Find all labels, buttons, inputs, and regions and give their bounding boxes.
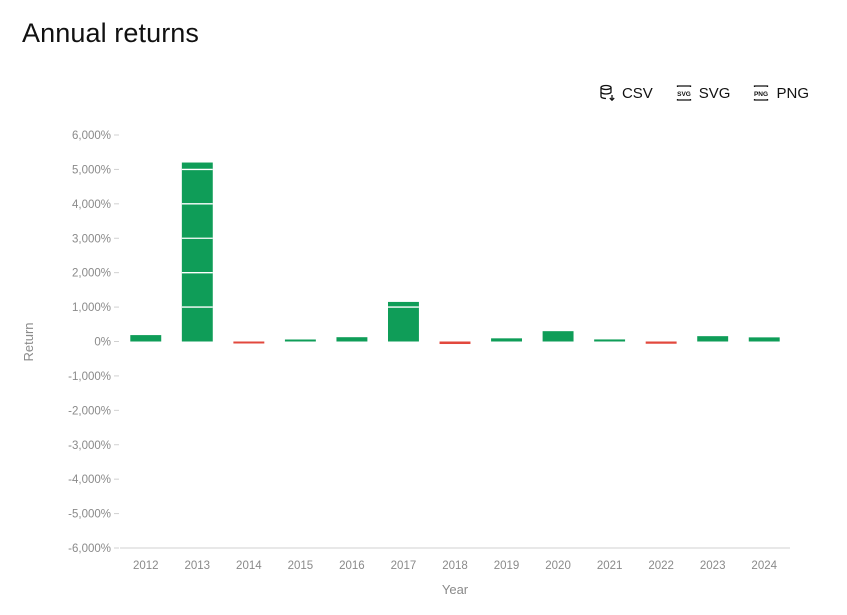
y-tick-label: 5,000% [72,164,111,176]
y-tick-label: 1,000% [72,302,111,314]
y-tick-label: -3,000% [68,440,111,452]
bar-2017 [388,301,419,342]
y-tick-label: -5,000% [68,509,111,521]
x-tick-label: 2024 [751,560,777,572]
x-tick-label: 2021 [597,560,623,572]
x-tick-label: 2017 [391,560,417,572]
x-tick-label: 2013 [185,560,211,572]
y-tick-label: -2,000% [68,405,111,417]
x-tick-label: 2016 [339,560,365,572]
export-csv-button[interactable]: CSV [598,84,653,102]
x-tick-label: 2018 [442,560,468,572]
x-tick-label: 2015 [288,560,314,572]
bar-2015 [284,339,316,342]
png-file-icon: PNG [752,84,770,102]
export-csv-label: CSV [621,84,653,102]
x-tick-label: 2023 [700,560,726,572]
y-tick-label: 4,000% [72,199,111,211]
y-tick-label: -1,000% [68,371,111,383]
bar-2021 [594,339,626,342]
x-tick-label: 2022 [648,560,674,572]
bar-2016 [336,337,368,342]
page-title: Annual returns [22,18,200,48]
bar-2022 [645,341,677,344]
x-tick-label: 2019 [494,560,520,572]
svg-text:SVG: SVG [677,91,691,98]
bar-2013 [181,162,213,342]
svg-text:PNG: PNG [754,91,768,98]
bar-2018 [439,341,471,345]
svg-file-icon: SVG [675,84,693,102]
y-tick-label: -4,000% [68,474,111,486]
y-axis-title: Return [21,322,36,361]
y-tick-label: 0% [94,337,111,349]
bar-2020 [542,331,574,342]
x-axis-title: Year [442,582,469,597]
export-svg-button[interactable]: SVG SVG [675,84,731,102]
export-toolbar: CSV SVG SVG PNG PNG [598,84,809,102]
x-tick-label: 2012 [133,560,159,572]
bar-2019 [491,338,522,342]
y-tick-label: 2,000% [72,268,111,280]
x-tick-label: 2020 [545,560,571,572]
x-tick-label: 2014 [236,560,262,572]
bar-2012 [130,335,162,342]
y-tick-label: 3,000% [72,233,111,245]
bar-2024 [748,337,780,342]
export-svg-label: SVG [698,84,731,102]
export-png-label: PNG [776,84,809,102]
database-download-icon [598,84,616,102]
y-tick-label: 6,000% [72,130,111,142]
export-png-button[interactable]: PNG PNG [752,84,809,102]
bar-2014 [233,341,265,344]
y-tick-label: -6,000% [68,543,111,555]
bar-2023 [697,336,729,342]
